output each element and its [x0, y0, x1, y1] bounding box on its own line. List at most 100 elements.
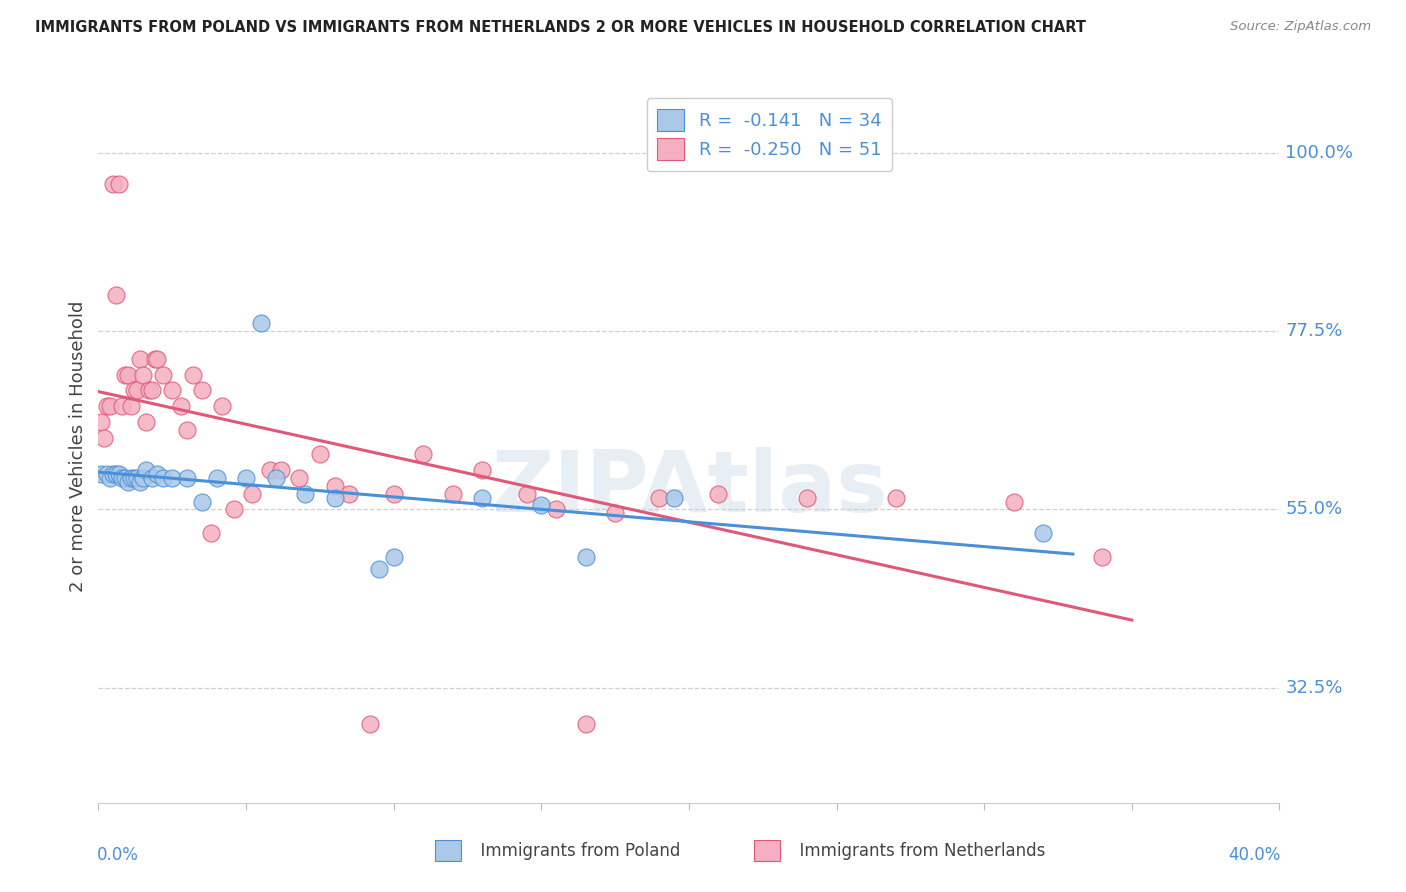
Point	[1091, 549, 1114, 564]
Point	[114, 471, 136, 485]
Point	[250, 316, 273, 330]
Point	[122, 471, 145, 485]
Point	[224, 502, 246, 516]
Point	[530, 499, 553, 513]
Point	[200, 526, 222, 541]
Point	[120, 400, 142, 414]
Point	[211, 400, 233, 414]
Point	[574, 549, 596, 564]
Point	[132, 471, 155, 485]
Point	[111, 471, 134, 485]
Point	[382, 549, 405, 564]
Point	[574, 716, 596, 731]
Point	[105, 467, 128, 481]
Point	[205, 471, 228, 485]
Point	[128, 475, 150, 489]
Point	[191, 494, 214, 508]
Text: Source: ZipAtlas.com: Source: ZipAtlas.com	[1230, 20, 1371, 33]
Point	[162, 471, 183, 485]
Point	[132, 368, 155, 382]
Point	[884, 491, 907, 505]
Text: Immigrants from Netherlands: Immigrants from Netherlands	[789, 842, 1046, 860]
Point	[114, 368, 136, 382]
Text: 40.0%: 40.0%	[1229, 846, 1281, 863]
Text: IMMIGRANTS FROM POLAND VS IMMIGRANTS FROM NETHERLANDS 2 OR MORE VEHICLES IN HOUS: IMMIGRANTS FROM POLAND VS IMMIGRANTS FRO…	[35, 20, 1087, 35]
Point	[138, 384, 160, 398]
Point	[103, 178, 125, 192]
Point	[96, 467, 118, 481]
Y-axis label: 2 or more Vehicles in Household: 2 or more Vehicles in Household	[69, 301, 87, 591]
Point	[337, 486, 360, 500]
Point	[105, 288, 128, 302]
Point	[471, 491, 494, 505]
Point	[98, 400, 121, 414]
FancyBboxPatch shape	[754, 840, 780, 862]
Point	[125, 384, 148, 398]
Point	[90, 467, 112, 481]
Point	[264, 471, 287, 485]
Point	[412, 447, 434, 461]
Point	[441, 486, 464, 500]
Point	[93, 431, 115, 445]
Point	[135, 415, 157, 429]
Point	[108, 467, 131, 481]
Point	[117, 368, 139, 382]
Point	[181, 368, 204, 382]
Point	[141, 384, 163, 398]
Point	[135, 463, 157, 477]
Point	[294, 486, 316, 500]
Point	[240, 486, 263, 500]
Point	[605, 507, 627, 521]
Point	[176, 423, 198, 437]
Point	[368, 562, 391, 576]
Point	[111, 400, 134, 414]
Point	[128, 351, 150, 366]
Point	[143, 351, 166, 366]
Point	[96, 400, 118, 414]
Text: 0.0%: 0.0%	[97, 846, 139, 863]
Point	[270, 463, 292, 477]
Text: Immigrants from Poland: Immigrants from Poland	[471, 842, 681, 860]
Point	[323, 491, 346, 505]
Point	[664, 491, 686, 505]
Point	[141, 471, 163, 485]
Text: 55.0%: 55.0%	[1285, 500, 1343, 518]
Point	[162, 384, 183, 398]
Point	[146, 351, 169, 366]
Point	[382, 486, 405, 500]
Point	[90, 415, 112, 429]
Point	[323, 478, 346, 492]
Point	[796, 491, 818, 505]
Legend: R =  -0.141   N = 34, R =  -0.250   N = 51: R = -0.141 N = 34, R = -0.250 N = 51	[647, 98, 893, 171]
Point	[120, 471, 142, 485]
Text: ZIPAtlas: ZIPAtlas	[491, 447, 887, 531]
Point	[544, 502, 567, 516]
Point	[707, 486, 730, 500]
Point	[648, 491, 671, 505]
Text: 77.5%: 77.5%	[1285, 322, 1343, 340]
Point	[471, 463, 494, 477]
Point	[191, 384, 214, 398]
FancyBboxPatch shape	[434, 840, 461, 862]
Text: 100.0%: 100.0%	[1285, 144, 1354, 161]
Point	[176, 471, 198, 485]
Point	[108, 178, 131, 192]
Point	[125, 471, 148, 485]
Text: 32.5%: 32.5%	[1285, 679, 1343, 697]
Point	[359, 716, 381, 731]
Point	[259, 463, 281, 477]
Point	[152, 368, 174, 382]
Point	[152, 471, 174, 485]
Point	[235, 471, 257, 485]
Point	[103, 467, 125, 481]
Point	[122, 384, 145, 398]
Point	[1002, 494, 1025, 508]
Point	[146, 467, 169, 481]
Point	[117, 475, 139, 489]
Point	[1032, 526, 1054, 541]
Point	[515, 486, 537, 500]
Point	[98, 471, 121, 485]
Point	[309, 447, 332, 461]
Point	[288, 471, 311, 485]
Point	[170, 400, 193, 414]
